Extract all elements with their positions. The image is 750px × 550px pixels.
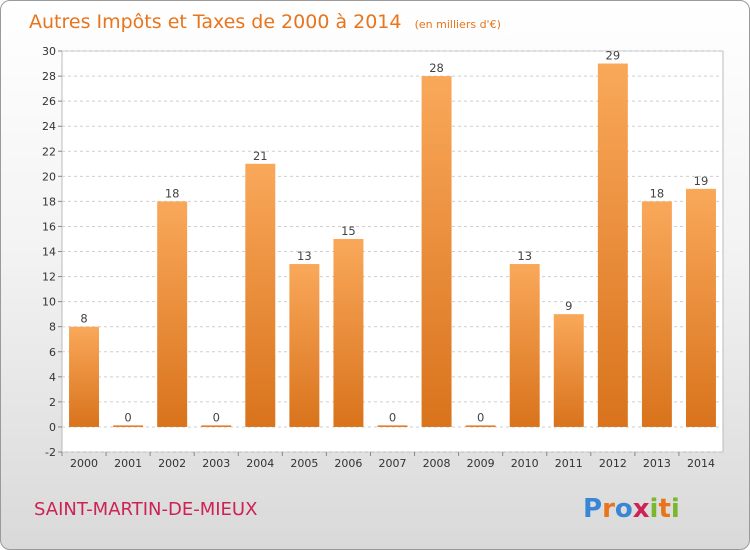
data-label-2003: 0 [213,410,220,424]
logo-letter: i [671,494,680,524]
data-label-2010: 13 [517,249,532,263]
y-tick-label: 0 [49,421,56,434]
logo-letter: o [615,494,633,524]
y-tick-label: 24 [42,120,56,133]
data-label-2000: 8 [80,312,87,326]
x-tick-label-2009: 2009 [467,457,495,470]
y-tick-label: 10 [42,296,56,309]
bar-2010 [509,264,540,427]
logo-letter: t [658,494,670,524]
data-label-2014: 19 [694,174,709,188]
bar-2013 [641,201,672,427]
data-label-2001: 0 [124,410,131,424]
x-tick-label-2010: 2010 [511,457,539,470]
logo-letter: r [602,494,615,524]
bar-2000 [69,326,100,427]
x-tick-label-2004: 2004 [246,457,274,470]
y-tick-label: 18 [42,195,56,208]
bar-2014 [685,188,716,427]
y-tick-label: 22 [42,145,56,158]
logo-letter: x [633,494,650,524]
bars [69,63,716,427]
bar-2006 [333,238,364,427]
y-tick-label: -2 [45,446,56,459]
data-label-2009: 0 [477,410,484,424]
x-tick-label-2005: 2005 [290,457,318,470]
bar-2008 [421,76,452,427]
data-label-2012: 29 [606,49,621,63]
data-label-2007: 0 [389,410,396,424]
x-tick-label-2011: 2011 [555,457,583,470]
y-tick-label: 14 [42,246,56,259]
bar-2011 [553,314,584,427]
x-tick-label-2007: 2007 [379,457,407,470]
x-axis: 2000 2001 2002 2003 2004 2005 2006 2007 2008 2009… [61,452,715,470]
chart-title: Autres Impôts et Taxes de 2000 à 2014 (e… [29,11,501,33]
x-tick-label-2012: 2012 [599,457,627,470]
data-label-2006: 15 [341,224,356,238]
bar-2009 [465,425,496,427]
bar-2003 [201,425,232,427]
bar-2005 [289,264,320,427]
logo-letter: i [650,494,659,524]
y-tick-label: 8 [49,321,56,334]
proxiti-logo: Proxiti [583,494,680,524]
bar-2004 [245,163,276,427]
y-tick-label: 30 [42,45,56,58]
data-label-2002: 18 [165,186,180,200]
y-tick-label: 16 [42,220,56,233]
x-tick-label-2008: 2008 [423,457,451,470]
y-tick-label: 12 [42,271,56,284]
data-label-2011: 9 [565,299,572,313]
x-tick-label-2003: 2003 [202,457,230,470]
x-tick-label-2014: 2014 [687,457,715,470]
y-tick-label: 28 [42,70,56,83]
data-labels: 8 0 18 0 21 13 15 0 28 0 13 9 29 18 19 [80,49,708,425]
x-tick-label-2006: 2006 [334,457,362,470]
bar-2012 [597,63,628,427]
data-label-2004: 21 [253,149,268,163]
x-tick-label-2002: 2002 [158,457,186,470]
y-tick-label: 20 [42,170,56,183]
bar-2002 [157,201,188,427]
bar-2001 [113,425,144,427]
bar-2007 [377,425,408,427]
y-tick-label: 2 [49,396,56,409]
logo-letter: P [583,494,602,524]
data-label-2013: 18 [650,186,665,200]
x-tick-label-2000: 2000 [70,457,98,470]
x-tick-label-2001: 2001 [114,457,142,470]
data-label-2005: 13 [297,249,312,263]
y-tick-label: 6 [49,346,56,359]
x-tick-label-2013: 2013 [643,457,671,470]
data-label-2008: 28 [429,61,444,75]
y-tick-label: 26 [42,95,56,108]
y-tick-label: 4 [49,371,56,384]
commune-name: SAINT-MARTIN-DE-MIEUX [34,499,257,520]
